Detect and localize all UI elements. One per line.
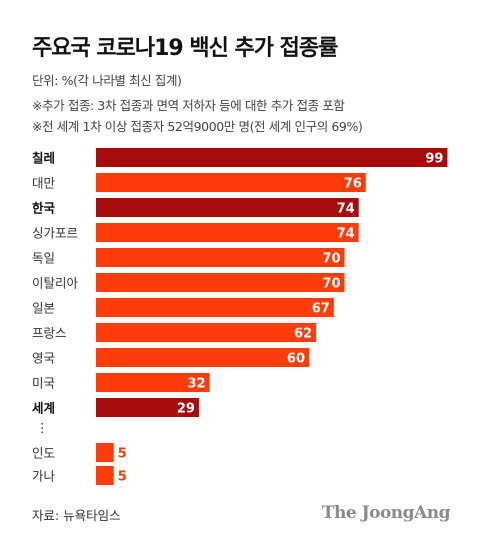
- unit-note: 단위: %(각 나라별 최신 집계): [32, 73, 182, 88]
- bar: [96, 348, 309, 367]
- chart-title: 주요국 코로나19 백신 추가 접종률: [32, 36, 338, 61]
- category-label: 세계: [32, 401, 55, 416]
- category-label: 일본: [32, 301, 55, 316]
- note-booster: ※추가 접종: 3차 접종과 면역 저하자 등에 대한 추가 접종 포함: [32, 98, 345, 113]
- bar: [96, 443, 114, 462]
- category-label: 한국: [32, 201, 56, 216]
- bar-value-label: 32: [188, 377, 206, 392]
- category-label: 미국: [32, 376, 55, 391]
- bar-value-label: 70: [322, 277, 340, 292]
- bar-value-label: 70: [322, 252, 340, 267]
- category-label: 영국: [32, 351, 55, 366]
- bar-value-label: 74: [337, 202, 355, 217]
- category-label: 싱가포르: [32, 226, 78, 241]
- bar: [96, 173, 366, 192]
- category-label: 칠레: [32, 151, 55, 166]
- publisher-logo: The JoongAng: [321, 503, 451, 523]
- bar: [96, 148, 448, 167]
- bar-value-label: 29: [177, 402, 195, 417]
- bar: [96, 323, 317, 342]
- bar: [96, 398, 199, 417]
- bar-value-label: 76: [344, 177, 362, 192]
- category-label: 인도: [32, 446, 55, 461]
- bar: [96, 298, 334, 317]
- bar-value-label: 5: [118, 447, 127, 462]
- bar-value-label: 5: [118, 470, 127, 485]
- bar-value-label: 60: [287, 352, 305, 367]
- bar-value-label: 62: [294, 327, 312, 342]
- note-world-vaccinated: ※전 세계 1차 이상 접종자 52억9000만 명(전 세계 인구의 69%): [32, 119, 363, 134]
- bar-value-label: 99: [425, 152, 443, 167]
- bar-value-label: 74: [337, 227, 355, 242]
- category-label: 가나: [32, 469, 56, 484]
- bar: [96, 223, 359, 242]
- category-label: 프랑스: [32, 326, 67, 341]
- bar: [96, 466, 114, 485]
- bar: [96, 373, 210, 392]
- bar-value-label: 67: [312, 302, 330, 317]
- bar: [96, 198, 359, 217]
- category-label: 대만: [32, 176, 56, 191]
- category-label: 이탈리아: [32, 276, 79, 291]
- category-label: 독일: [32, 251, 55, 266]
- gap-marker: ⋮: [36, 420, 49, 435]
- bar: [96, 248, 345, 267]
- bar: [96, 273, 345, 292]
- source-note: 자료: 뉴욕타임스: [32, 508, 121, 523]
